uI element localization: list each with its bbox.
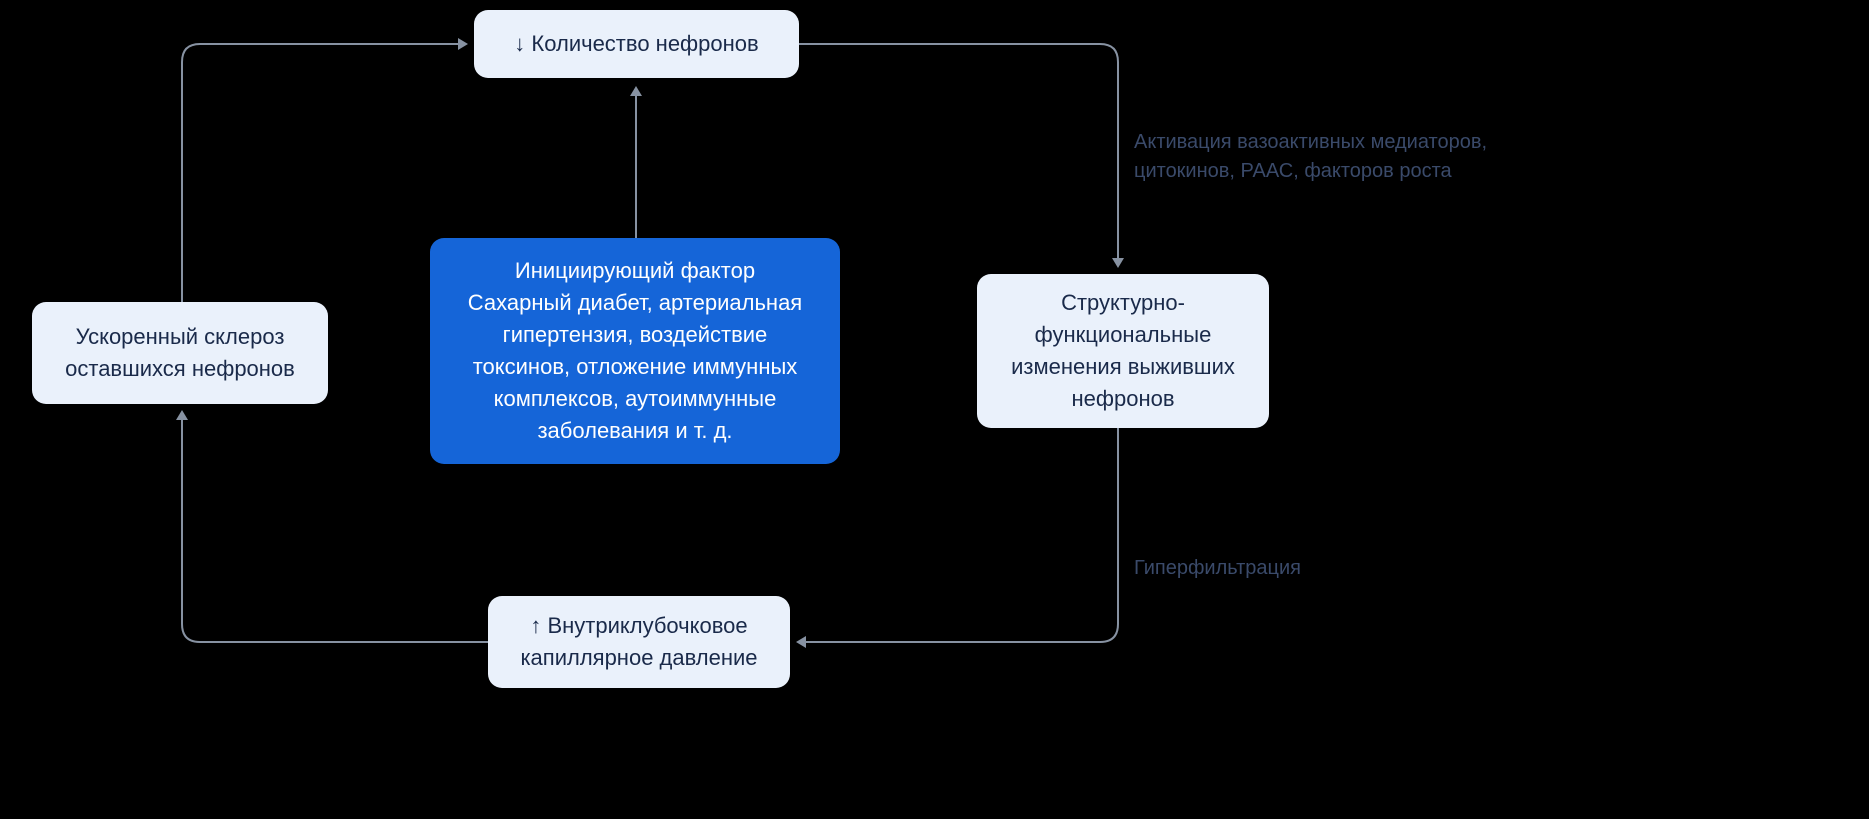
edge-label-activation: Активация вазоактивных медиаторов,цитоки… [1134,128,1564,186]
arrowhead-icon [458,38,468,50]
edges-layer [0,0,1869,819]
arrowhead-icon [176,410,188,420]
node-label: ↓ Количество нефронов [514,28,758,60]
edge-count_to_struct [799,44,1118,262]
node-structural-changes: Структурно-функциональныеизменения выжив… [977,274,1269,428]
node-capillary-pressure: ↑ Внутриклубочковоекапиллярное давление [488,596,790,688]
edge-sclerosis_to_count [182,44,462,302]
arrowhead-icon [796,636,806,648]
arrowhead-icon [630,86,642,96]
node-label: Ускоренный склерозоставшихся нефронов [65,321,295,385]
flowchart-canvas: ↓ Количество нефронов Инициирующий факто… [0,0,1869,819]
edge-label-hyperfiltration: Гиперфильтрация [1134,554,1301,583]
node-accelerated-sclerosis: Ускоренный склерозоставшихся нефронов [32,302,328,404]
node-label: Структурно-функциональныеизменения выжив… [1011,287,1235,415]
edge-label-text: Гиперфильтрация [1134,557,1301,579]
edge-label-text: Активация вазоактивных медиаторов,цитоки… [1134,131,1487,182]
node-nephron-count: ↓ Количество нефронов [474,10,799,78]
arrowhead-icon [1112,258,1124,268]
node-label: ↑ Внутриклубочковоекапиллярное давление [520,610,757,674]
edge-struct_to_pressure [802,428,1118,642]
node-initiating-factor: Инициирующий факторСахарный диабет, арте… [430,238,840,464]
node-label: Инициирующий факторСахарный диабет, арте… [468,255,802,446]
